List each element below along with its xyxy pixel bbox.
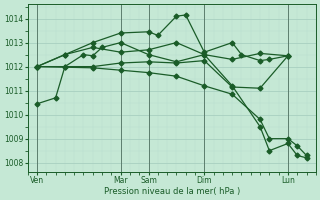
X-axis label: Pression niveau de la mer( hPa ): Pression niveau de la mer( hPa ): [104, 187, 240, 196]
